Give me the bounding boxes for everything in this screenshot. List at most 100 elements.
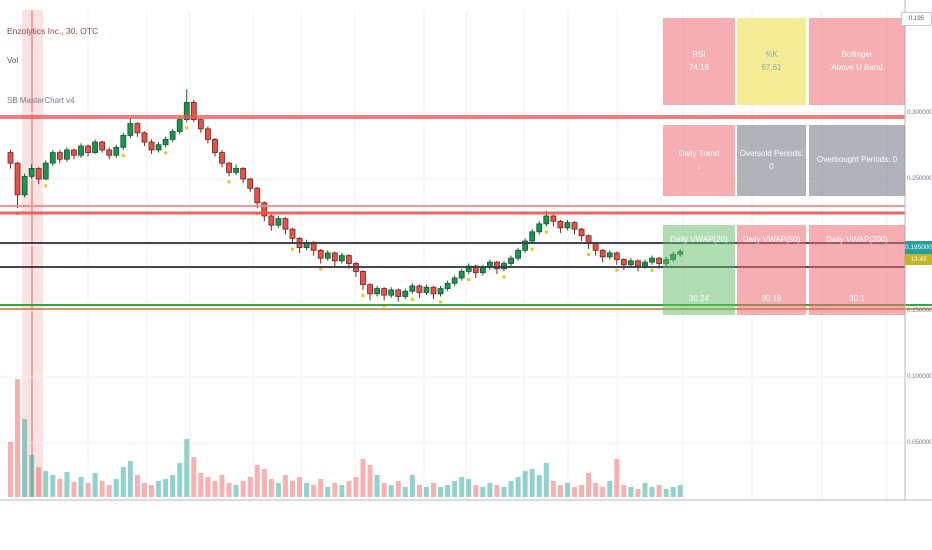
volume-bar xyxy=(423,487,429,497)
volume-bar xyxy=(677,485,683,497)
volume-bar xyxy=(120,467,126,497)
volume-bar xyxy=(445,485,451,497)
candle-body xyxy=(99,141,106,151)
candle-body xyxy=(395,289,402,297)
volume-bar xyxy=(78,477,84,497)
volume-bar xyxy=(635,489,641,497)
scale-value-text: 0.195 xyxy=(908,16,924,22)
candle-body xyxy=(649,257,655,263)
symbol-title[interactable]: Enzolytics Inc., 30, OTC xyxy=(7,26,99,36)
volume-bar xyxy=(466,479,472,497)
candle-body xyxy=(402,290,409,297)
candle-body xyxy=(508,257,514,264)
volume-legend-label[interactable]: Vol xyxy=(7,56,19,65)
panel-cell-overbought-periods: Overbought Periods: 0 xyxy=(809,125,905,196)
candle-body xyxy=(550,215,557,222)
candle-body xyxy=(85,145,91,153)
candle-body xyxy=(317,249,324,259)
candle-body xyxy=(21,175,28,196)
volume-bar xyxy=(297,477,303,497)
candle-body xyxy=(642,261,648,267)
signal-marker xyxy=(319,267,323,271)
price-axis[interactable]: 0.300000 0.250000 0.150000 0.100000 0.050000… xyxy=(905,0,932,500)
volume-bar xyxy=(191,457,197,497)
volume-bar xyxy=(29,455,35,497)
candle-body xyxy=(437,288,444,295)
volume-bar xyxy=(106,485,112,497)
panel-cell-text: RSI xyxy=(692,49,706,59)
volume-bar xyxy=(494,485,500,497)
volume-bar xyxy=(290,481,295,497)
panel-cell-text: 30.19 xyxy=(761,294,782,304)
candle-body xyxy=(416,285,423,293)
volume-bar xyxy=(304,483,310,497)
candle-body xyxy=(92,141,98,153)
panel-cell-text: Bollinger xyxy=(841,49,873,59)
volume-bar xyxy=(431,483,436,497)
candle-body xyxy=(522,240,529,251)
time-axis[interactable]: 7912:00141612:00212312:002812:00Jul68121… xyxy=(0,500,932,550)
volume-bar xyxy=(71,482,77,497)
volume-bar xyxy=(163,479,169,497)
volume-bar xyxy=(402,487,408,497)
candle-body xyxy=(592,243,599,251)
panel-cell-text: Overbought Periods: 0 xyxy=(816,155,898,165)
volume-bar xyxy=(367,465,373,497)
volume-bar xyxy=(127,461,133,497)
candle-body xyxy=(261,202,268,217)
candle-body xyxy=(35,168,42,180)
volume-bar xyxy=(156,481,162,497)
volume-bar xyxy=(141,483,147,497)
session-highlight-band xyxy=(22,10,43,497)
candle-body xyxy=(543,215,550,225)
candle-body xyxy=(338,255,345,262)
panel-cell-vwap-50: Daily VWAP(50) 30.19 xyxy=(737,225,806,315)
volume-bar xyxy=(621,485,627,497)
candle-body xyxy=(113,146,120,156)
signal-marker xyxy=(410,297,414,301)
volume-bar xyxy=(332,483,338,497)
panel-cell-daily-trend: Daily Trend ↓ xyxy=(663,125,735,196)
volume-bar xyxy=(522,471,528,497)
volume-bar xyxy=(480,487,486,497)
candle-body xyxy=(7,152,14,164)
volume-bar xyxy=(656,485,662,497)
candle-body xyxy=(367,284,373,295)
volume-bar xyxy=(198,473,204,497)
signal-marker xyxy=(164,151,168,155)
signal-marker xyxy=(650,268,654,272)
volume-bar xyxy=(501,487,507,497)
candle-body xyxy=(529,231,536,242)
panel-cell-vwap-20: Daily VWAP(20) 30.24 xyxy=(663,225,735,315)
signal-marker xyxy=(530,247,534,251)
volume-bar xyxy=(254,465,260,497)
panel-cell-stoch-k: %K 67.61 xyxy=(737,18,806,105)
candle-body xyxy=(183,102,190,121)
volume-bar xyxy=(381,483,387,497)
volume-bar xyxy=(85,483,91,497)
volume-bar xyxy=(438,487,444,497)
volume-bar xyxy=(670,487,676,497)
candle-body xyxy=(190,102,197,121)
volume-bar xyxy=(564,483,570,497)
signal-marker xyxy=(227,180,231,184)
indicator-legend-label[interactable]: SB MasterChart v4 xyxy=(7,96,75,105)
candle-body xyxy=(620,259,627,266)
candle-body xyxy=(345,255,352,264)
candle-body xyxy=(324,252,331,259)
candle-body xyxy=(162,138,169,146)
panel-cell-oversold-periods: Oversold Periods: 0 xyxy=(737,125,806,196)
candle-body xyxy=(388,289,395,296)
candle-body xyxy=(247,178,254,189)
candle-body xyxy=(360,270,366,285)
candle-body xyxy=(374,288,381,295)
volume-bar xyxy=(57,479,63,497)
candle-body xyxy=(613,252,620,260)
volume-bar xyxy=(353,477,359,497)
last-price-badge: 0.195000 xyxy=(905,241,932,254)
candle-body xyxy=(127,123,134,136)
volume-bar xyxy=(226,483,232,497)
volume-bar xyxy=(184,439,190,497)
volume-bar xyxy=(212,481,218,497)
